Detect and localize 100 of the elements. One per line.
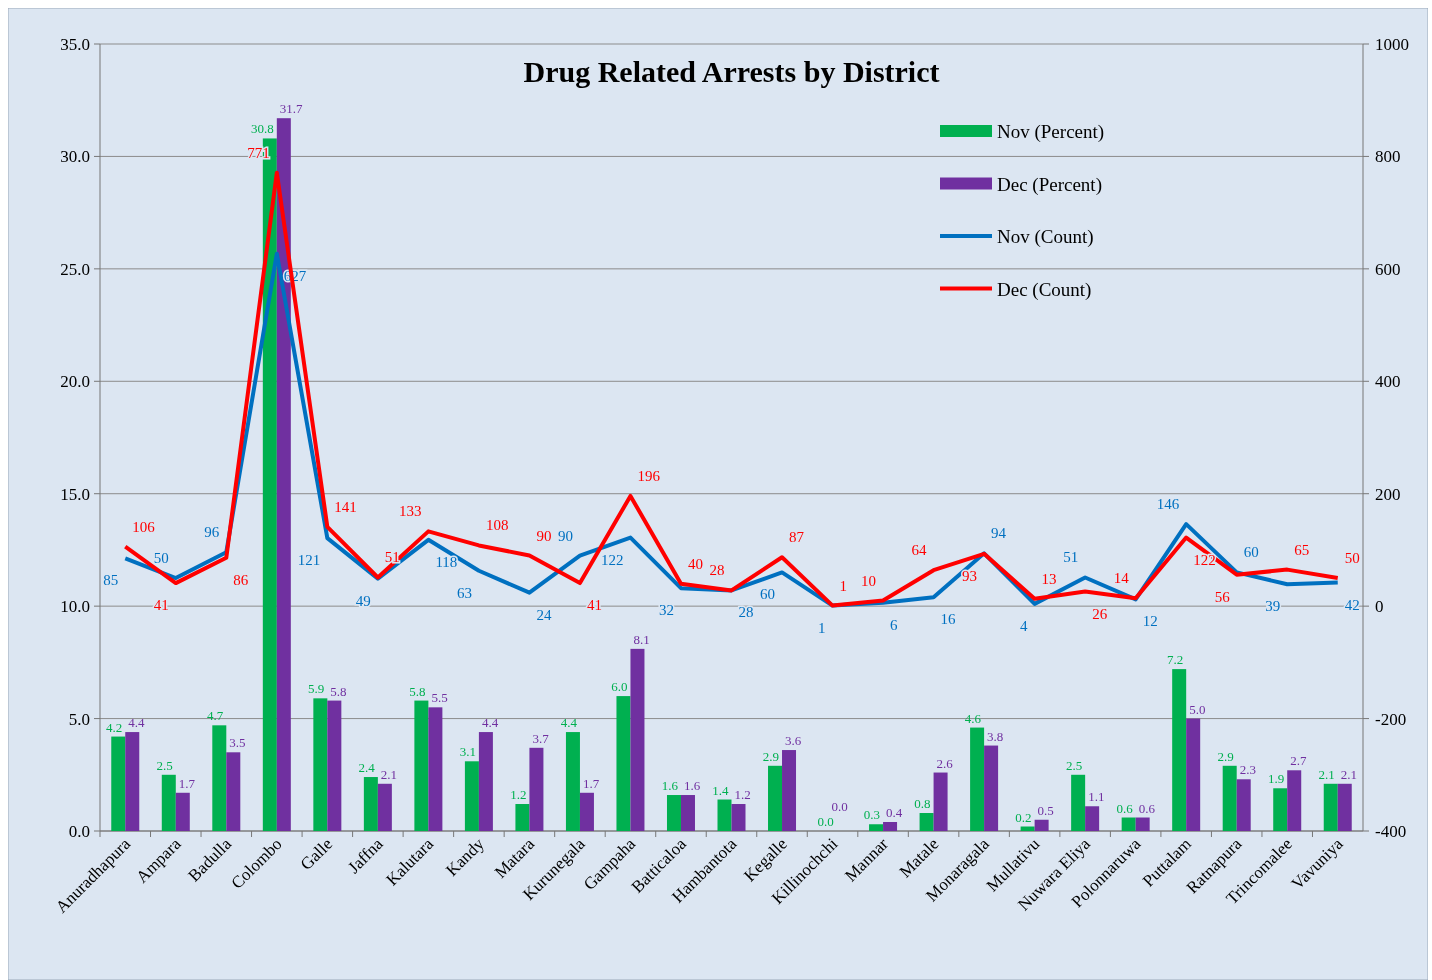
bar <box>1135 817 1150 831</box>
bar <box>717 799 732 831</box>
data-label: 108 <box>485 517 509 534</box>
data-label: 4.4 <box>128 715 146 731</box>
data-label: 24 <box>536 606 552 623</box>
bar <box>883 822 898 831</box>
data-label: 10 <box>861 572 877 589</box>
y-tick-label: 20.0 <box>60 372 90 392</box>
data-label: 2.9 <box>762 748 780 764</box>
y2-tick-label: 200 <box>1375 484 1401 504</box>
data-label: 1 <box>818 619 826 636</box>
data-label: 2.1 <box>380 766 398 782</box>
bar <box>768 765 783 831</box>
bar <box>984 745 999 831</box>
data-label: 2.9 <box>1217 748 1234 764</box>
y-tick-label: 10.0 <box>60 597 90 617</box>
y2-tick-label: -400 <box>1375 822 1407 841</box>
data-label: 14 <box>1113 570 1130 587</box>
data-label: 122 <box>1193 551 1216 568</box>
data-label: 3.6 <box>785 733 802 749</box>
data-label: 0.2 <box>1015 809 1032 825</box>
bar <box>1273 788 1288 831</box>
data-label: 106 <box>132 518 156 535</box>
bar <box>579 792 594 831</box>
data-label: 4.4 <box>560 715 578 731</box>
bar <box>363 777 378 831</box>
data-label: 41 <box>586 597 602 614</box>
y2-tick-label: 1000 <box>1375 35 1409 54</box>
data-label: 1.6 <box>683 778 701 794</box>
data-label: 86 <box>233 571 249 588</box>
bar <box>1236 779 1251 831</box>
data-label: 0.6 <box>1116 800 1134 816</box>
data-label: 8.1 <box>633 631 650 647</box>
y-tick-label: 25.0 <box>60 259 90 279</box>
data-label: 4.4 <box>481 715 499 731</box>
data-label: 50 <box>1344 550 1360 567</box>
bar <box>212 725 227 831</box>
data-label: 42 <box>1344 596 1360 613</box>
bar <box>478 732 493 831</box>
data-label: 0.8 <box>914 796 931 812</box>
data-label: 1.2 <box>510 787 527 803</box>
bar <box>1323 783 1338 831</box>
data-label: 121 <box>297 552 321 569</box>
y2-tick-label: -200 <box>1375 709 1407 729</box>
bar <box>1287 770 1302 831</box>
data-label: 5.0 <box>1189 701 1206 717</box>
bar <box>226 752 241 831</box>
data-label: 1 <box>839 577 848 594</box>
data-label: 0.3 <box>863 807 881 823</box>
data-label: 7.2 <box>1166 652 1184 668</box>
y-tick-label: 30.0 <box>60 147 90 167</box>
data-label: 96 <box>204 524 220 541</box>
bar <box>1034 819 1049 831</box>
data-label: 1.7 <box>582 775 600 791</box>
data-label: 6 <box>890 616 899 633</box>
data-label: 3.1 <box>459 744 476 760</box>
bar <box>919 813 934 831</box>
bar <box>680 795 695 831</box>
data-label: 40 <box>687 555 703 572</box>
data-label: 1.1 <box>1088 789 1105 805</box>
data-label: 32 <box>658 602 674 619</box>
data-label: 1.4 <box>712 782 729 798</box>
bar <box>1071 774 1086 831</box>
bar <box>161 774 176 831</box>
data-label: 5.5 <box>431 690 448 706</box>
y-tick-label: 0.0 <box>68 822 90 841</box>
bar <box>731 804 746 831</box>
data-label: 90 <box>536 527 552 544</box>
y2-tick-label: 800 <box>1375 147 1401 167</box>
bar <box>1337 783 1352 831</box>
data-label: 2.5 <box>1065 757 1083 773</box>
data-label: 133 <box>398 503 422 520</box>
data-label: 0.4 <box>886 805 903 821</box>
data-label: 141 <box>334 498 357 515</box>
data-label: 90 <box>557 527 573 544</box>
data-label: 16 <box>940 611 957 628</box>
data-label: 49 <box>355 592 371 609</box>
data-label: 196 <box>637 467 661 484</box>
data-label: 64 <box>911 542 928 559</box>
bar <box>327 700 342 831</box>
data-label: 51 <box>1063 549 1079 566</box>
data-label: 41 <box>153 597 169 614</box>
data-label: 122 <box>600 551 624 568</box>
data-label: 56 <box>1214 588 1231 605</box>
bar <box>630 648 645 831</box>
bar <box>869 824 884 831</box>
data-label: 0.6 <box>1138 800 1156 816</box>
y-tick-label: 15.0 <box>60 484 90 504</box>
data-label: 2.1 <box>1340 766 1357 782</box>
data-label: 28 <box>709 562 725 579</box>
data-label: 5.8 <box>409 683 426 699</box>
y2-tick-label: 0 <box>1375 597 1384 617</box>
bar <box>125 732 140 831</box>
data-label: 4.2 <box>106 719 123 735</box>
data-label: 1.7 <box>178 775 196 791</box>
legend-label: Nov (Count) <box>997 226 1094 248</box>
data-label: 85 <box>103 572 119 589</box>
y2-tick-label: 600 <box>1375 259 1401 279</box>
data-label: 51 <box>384 549 400 566</box>
data-label: 5.9 <box>308 681 325 697</box>
